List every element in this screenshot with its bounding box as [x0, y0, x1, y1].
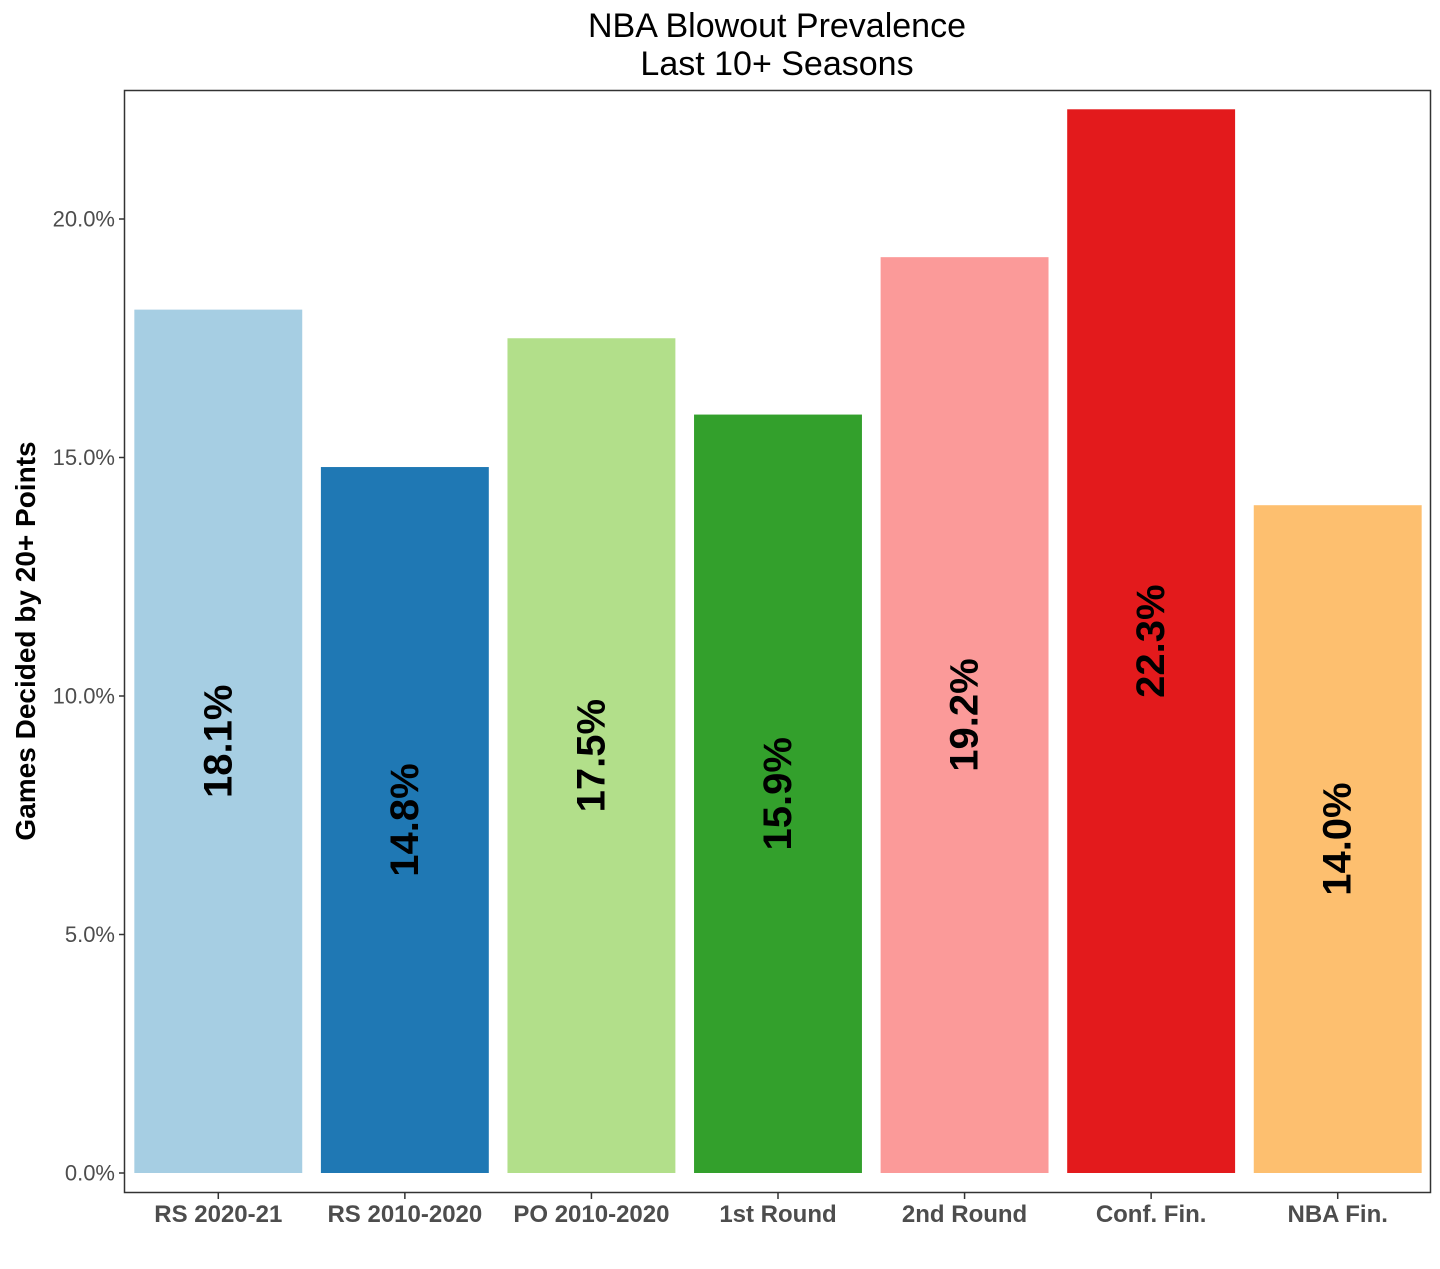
- data-label: 17.5%: [569, 699, 613, 812]
- bar-nba-fin: [1253, 505, 1422, 1173]
- data-label: 18.1%: [196, 685, 240, 798]
- y-tick-label: 20.0%: [53, 207, 115, 232]
- y-tick-label: 15.0%: [53, 445, 115, 470]
- x-tick-label: NBA Fin.: [1287, 1201, 1387, 1228]
- bar-rs-2020-21: [134, 309, 303, 1173]
- x-tick-label: 1st Round: [719, 1201, 836, 1228]
- data-label: 22.3%: [1129, 584, 1173, 697]
- y-tick-label: 10.0%: [53, 684, 115, 709]
- x-tick-label: RS 2010-2020: [327, 1201, 482, 1228]
- bar-2nd-round: [880, 257, 1049, 1173]
- chart-title-line-2: Last 10+ Seasons: [640, 45, 913, 83]
- y-tick-label: 5.0%: [65, 922, 115, 947]
- bar-1st-round: [694, 414, 862, 1173]
- y-axis: 0.0% 5.0% 10.0% 15.0% 20.0%: [53, 207, 125, 1186]
- x-tick-label: 2nd Round: [902, 1201, 1027, 1228]
- plot-panel-border: [123, 89, 1432, 1194]
- bar-rs-2010-2020: [320, 467, 489, 1173]
- data-label: 14.8%: [383, 763, 427, 876]
- data-label: 14.0%: [1316, 782, 1360, 895]
- chart-title-line-1: NBA Blowout Prevalence: [588, 7, 966, 45]
- bar-conf-fin: [1067, 109, 1236, 1173]
- data-labels-layer: 18.1% 14.8% 17.5% 15.9% 19.2% 22.3% 14.0%: [196, 584, 1359, 895]
- bar-po-2010-2020: [507, 338, 676, 1173]
- bars-layer: [134, 109, 1422, 1173]
- data-label: 19.2%: [943, 658, 987, 771]
- x-axis: RS 2020-21 RS 2010-2020 PO 2010-2020 1st Ro…: [154, 1193, 1388, 1228]
- x-tick-label: PO 2010-2020: [513, 1201, 669, 1228]
- x-tick-label: RS 2020-21: [154, 1201, 282, 1228]
- x-tick-label: Conf. Fin.: [1096, 1201, 1207, 1228]
- y-axis-label: Games Decided by 20+ Points: [10, 441, 41, 840]
- data-label: 15.9%: [756, 737, 800, 850]
- y-tick-label: 0.0%: [65, 1161, 115, 1186]
